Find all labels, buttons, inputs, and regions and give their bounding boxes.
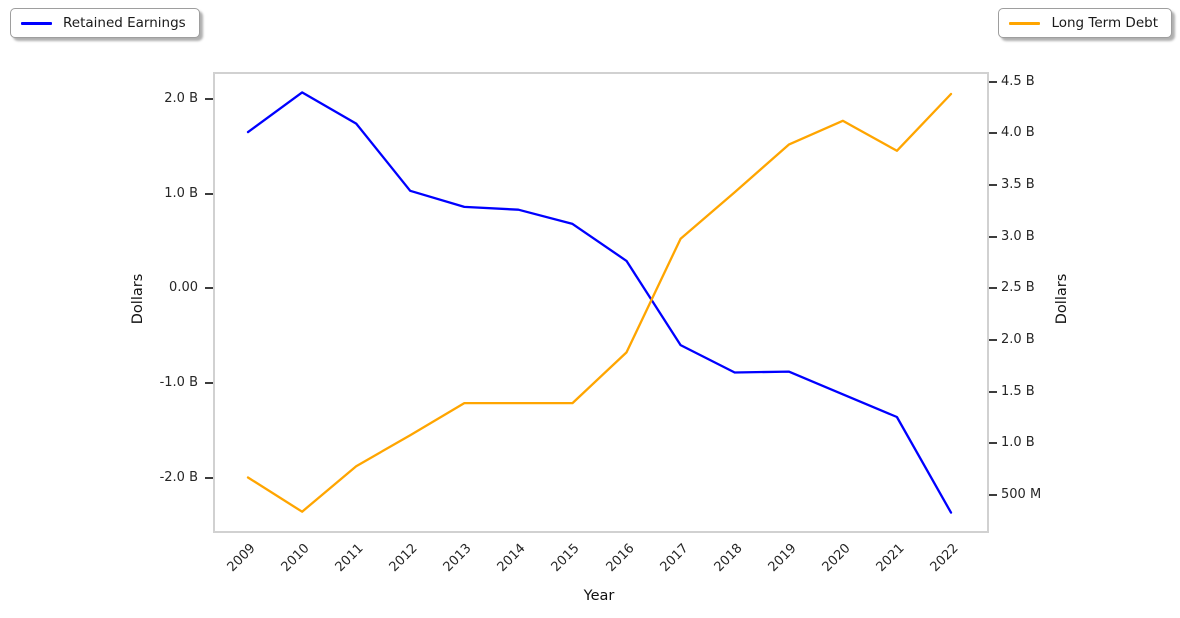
right-axis-tick-mark [989,235,997,238]
retained-earnings-line [246,91,953,514]
left-axis-title: Dollars [130,273,146,325]
right-axis-tick-label: 3.0 B [1001,228,1035,244]
long-term-debt-line [246,92,953,513]
right-axis-title: Dollars [1054,273,1070,325]
plot-area [213,72,989,533]
retained-earnings-legend-label: Retained Earnings [63,15,186,31]
left-axis-tick-label: 2.0 B [164,90,198,106]
right-axis-tick-label: 1.5 B [1001,383,1035,399]
left-axis-tick-mark [205,476,213,479]
legend-long-term-debt: Long Term Debt [998,8,1172,38]
right-axis-tick-label: 3.5 B [1001,176,1035,192]
right-axis-tick-label: 500 M [1001,487,1042,503]
left-axis-tick-mark [205,287,213,290]
left-axis-tick-label: 0.00 [169,280,198,296]
x-axis-title: Year [583,588,615,604]
retained-earnings-legend-line-icon [21,21,52,25]
legend-retained-earnings: Retained Earnings [10,8,200,38]
long-term-debt-legend-line-icon [1009,21,1041,25]
left-axis-tick-mark [205,192,213,195]
x-axis-tick-label: 2022 [927,541,962,576]
right-axis-tick-label: 4.0 B [1001,125,1035,141]
right-axis-tick-label: 4.5 B [1001,73,1035,89]
right-axis-tick-mark [989,339,997,342]
left-axis-tick-label: 1.0 B [164,185,198,201]
right-axis-tick-label: 1.0 B [1001,435,1035,451]
right-axis-tick-mark [989,132,997,135]
left-axis-tick-label: -1.0 B [159,374,198,390]
chart-lines-canvas [246,91,953,514]
left-axis-tick-mark [205,97,213,100]
left-axis-tick-mark [205,381,213,384]
right-axis-tick-mark [989,287,997,290]
right-axis-tick-mark [989,390,997,393]
right-axis-tick-mark [989,80,997,83]
left-axis-tick-label: -2.0 B [159,469,198,485]
right-axis-tick-mark [989,494,997,497]
right-axis-tick-mark [989,183,997,186]
right-axis-tick-label: 2.5 B [1001,280,1035,296]
long-term-debt-legend-label: Long Term Debt [1051,15,1158,31]
right-axis-tick-mark [989,442,997,445]
right-axis-tick-label: 2.0 B [1001,332,1035,348]
